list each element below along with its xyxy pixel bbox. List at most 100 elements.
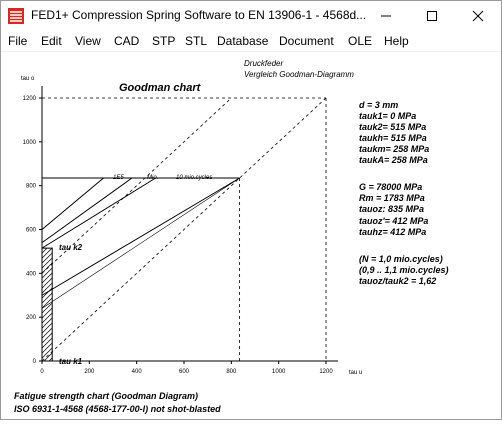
prop-line: tauk1= 0 MPa [359, 111, 416, 121]
x-tick-label: 1000 [272, 369, 286, 375]
label-10mio-cycles: 10 mio.cycles [176, 175, 212, 181]
x-axis-label: tau u [349, 370, 362, 376]
prop-line: tauoz: 835 MPa [359, 204, 424, 214]
header-line2: Vergleich Goodman-Diagramm [244, 70, 354, 79]
maximize-icon [427, 11, 437, 21]
hatch-stroke [41, 262, 53, 274]
hatch-stroke [41, 347, 53, 359]
cycle-lower-line-2 [41, 177, 240, 309]
hatch-stroke [41, 252, 53, 264]
window-title: FED1+ Compression Spring Software to EN … [31, 8, 367, 22]
hatch-stroke [41, 257, 53, 269]
prop-line: tauoz'= 412 MPa [359, 216, 428, 226]
x-tick-label: 1200 [319, 369, 333, 375]
label-mio: Mio. [147, 175, 158, 181]
x-tick-label: 400 [132, 369, 143, 375]
hatch-stroke [41, 312, 53, 324]
x-tick-label: 800 [226, 369, 237, 375]
spring-icon [8, 8, 24, 24]
prop-line: d = 3 mm [359, 100, 398, 110]
hatch-stroke [41, 292, 53, 304]
x-tick-label: 0 [40, 369, 44, 375]
hatch-stroke [41, 307, 53, 319]
close-button[interactable] [455, 1, 501, 31]
upper-limit-line [41, 97, 232, 274]
menu-file[interactable]: File [8, 34, 28, 48]
cycle-lower-line [41, 177, 240, 296]
prop-line: tauoz/tauk2 = 1,62 [359, 276, 436, 286]
menu-stp[interactable]: STP [152, 34, 176, 48]
hatch-stroke [48, 357, 53, 362]
footer-line2: ISO 6931-1-4568 (4568-177-00-I) not shot… [14, 404, 221, 414]
y-tick-label: 1200 [23, 96, 37, 102]
cycle-1e5-line [41, 177, 104, 230]
chart-title: Goodman chart [119, 82, 202, 94]
prop-line: tauk2= 515 MPa [359, 122, 426, 132]
menu-ole[interactable]: OLE [348, 34, 373, 48]
hatch-stroke [41, 277, 53, 289]
menu-view[interactable]: View [75, 34, 101, 48]
prop-line: Rm = 1783 MPa [359, 193, 425, 203]
prop-line: taukm= 258 MPa [359, 144, 429, 154]
label-1e5: 1E5 [113, 175, 124, 181]
minimize-button[interactable] [363, 1, 409, 31]
x-tick-label: 600 [179, 369, 190, 375]
hatch-stroke [41, 337, 53, 349]
y-tick-label: 200 [26, 315, 37, 321]
hatch-stroke [41, 332, 53, 344]
menu-document[interactable]: Document [279, 34, 334, 48]
minimize-icon [381, 15, 391, 17]
hatch-stroke [41, 302, 53, 314]
prop-line: (N = 1,0 mio.cycles) [359, 254, 443, 264]
hatch-stroke [41, 287, 53, 299]
y-tick-label: 0 [33, 359, 37, 365]
menu-bar: File Edit View CAD STP STL Database Docu… [1, 31, 501, 52]
menu-database[interactable]: Database [217, 34, 269, 48]
hatch-stroke [43, 352, 53, 362]
gridlines [42, 97, 327, 361]
stress-range-bar [41, 247, 53, 362]
prop-line: taukh= 515 MPa [359, 133, 427, 143]
hatch-stroke [41, 342, 53, 354]
menu-stl[interactable]: STL [185, 34, 208, 48]
footer-line1: Fatigue strength chart (Goodman Diagram) [14, 391, 198, 401]
close-icon [472, 10, 484, 22]
drawing-area: Druckfeder Vergleich Goodman-Diagramm Go… [1, 52, 501, 419]
diagonal-line [41, 97, 327, 362]
hatch-stroke [41, 282, 53, 294]
tick-labels: 0 200 400 600 800 1000 1200 0 200 400 600 800 1000 12… [23, 96, 334, 375]
hatch-stroke [41, 317, 53, 329]
menu-edit[interactable]: Edit [41, 34, 62, 48]
label-tau-k1: tau k1 [59, 357, 83, 366]
goodman-chart: Druckfeder Vergleich Goodman-Diagramm Go… [14, 59, 449, 414]
prop-line: G = 78000 MPa [359, 182, 422, 192]
prop-line: tauhz= 412 MPa [359, 227, 426, 237]
hatch-stroke [41, 327, 53, 339]
y-tick-label: 600 [26, 228, 37, 234]
chart-lines [41, 97, 327, 362]
cycle-mio-line [41, 177, 133, 244]
title-bar[interactable]: FED1+ Compression Spring Software to EN … [1, 1, 501, 31]
hatch-stroke [41, 267, 53, 279]
y-tick-label: 400 [26, 271, 37, 277]
y-tick-label: 1000 [23, 140, 37, 146]
prop-line: taukA= 258 MPa [359, 155, 428, 165]
cycle-10mio-line [41, 177, 156, 249]
header-line1: Druckfeder [244, 59, 283, 68]
hatch-stroke [41, 272, 53, 284]
y-axis-label: tau o [21, 76, 35, 82]
hatch-bar-outline [41, 247, 53, 362]
y-tick-label: 800 [26, 184, 37, 190]
hatch-stroke [41, 247, 48, 254]
maximize-button[interactable] [409, 1, 455, 31]
hatch-stroke [41, 297, 53, 309]
label-tau-k2: tau k2 [59, 243, 83, 252]
prop-line: (0,9 .. 1,1 mio.cycles) [359, 265, 449, 275]
properties-panel: d = 3 mm tauk1= 0 MPa tauk2= 515 MPa tau… [359, 100, 449, 286]
hatch-stroke [41, 322, 53, 334]
menu-cad[interactable]: CAD [114, 34, 140, 48]
x-tick-label: 200 [84, 369, 95, 375]
menu-help[interactable]: Help [384, 34, 409, 48]
hatch-stroke [41, 247, 53, 259]
